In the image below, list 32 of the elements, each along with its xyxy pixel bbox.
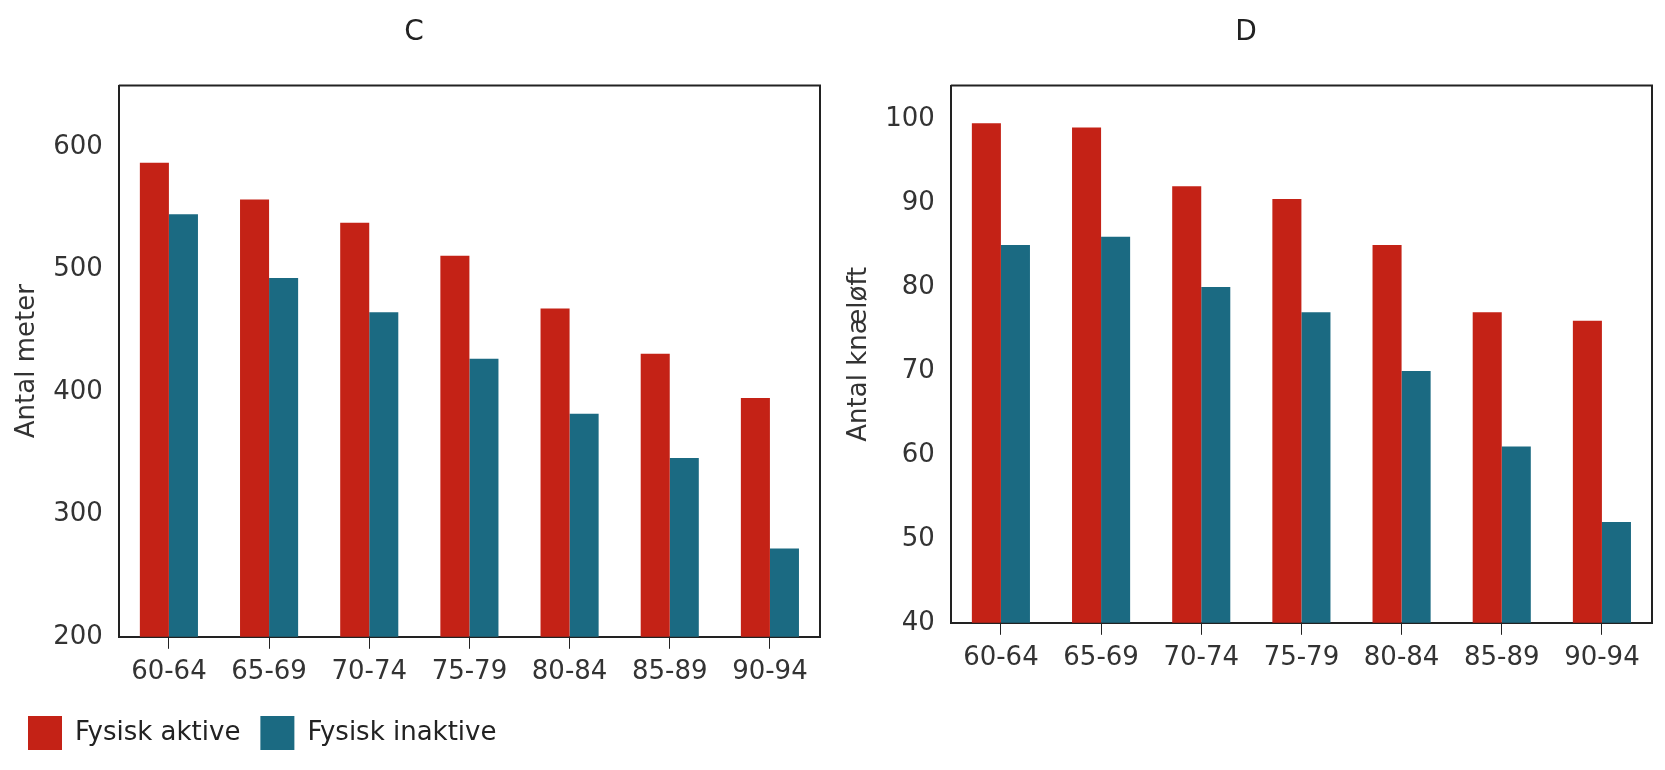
y-tick-label: 200 — [53, 619, 103, 650]
x-tick-label: 85-89 — [631, 655, 708, 686]
y-tick-label: 40 — [901, 605, 935, 636]
x-tick-label: 60-64 — [131, 655, 207, 686]
x-tick-label: 80-84 — [1363, 641, 1440, 672]
x-tick-label: 75-79 — [431, 655, 508, 686]
y-tick-label: 600 — [53, 129, 103, 160]
y-tick-label: 300 — [53, 497, 103, 528]
y-tick-label: 100 — [885, 101, 935, 132]
y-tick-label: 50 — [901, 521, 935, 552]
x-tick-label: 90-94 — [732, 655, 808, 686]
x-tick-label: 60-64 — [963, 641, 1039, 672]
y-axis-title: Antal meter — [10, 283, 41, 439]
y-tick-label: 500 — [53, 252, 103, 283]
y-tick-label: 90 — [901, 185, 935, 216]
y-tick-label: 400 — [53, 374, 103, 405]
x-tick-label: 75-79 — [1263, 641, 1340, 672]
y-tick-label: 60 — [901, 437, 935, 468]
chart-title: D — [1235, 14, 1257, 48]
x-tick-label: 80-84 — [531, 655, 608, 686]
y-tick-label: 70 — [901, 353, 935, 384]
y-tick-label: 80 — [901, 269, 935, 300]
x-tick-label: 90-94 — [1564, 641, 1640, 672]
legend-label: Fysisk aktive — [75, 715, 241, 746]
x-tick-label: 65-69 — [231, 655, 307, 686]
x-tick-label: 85-89 — [1463, 641, 1540, 672]
y-axis-title: Antal knæløft — [842, 266, 873, 442]
x-tick-label: 70-74 — [1163, 641, 1240, 672]
chart-title: C — [404, 14, 424, 48]
x-tick-label: 70-74 — [331, 655, 408, 686]
legend-label: Fysisk inaktive — [307, 715, 497, 746]
x-tick-label: 65-69 — [1063, 641, 1139, 672]
